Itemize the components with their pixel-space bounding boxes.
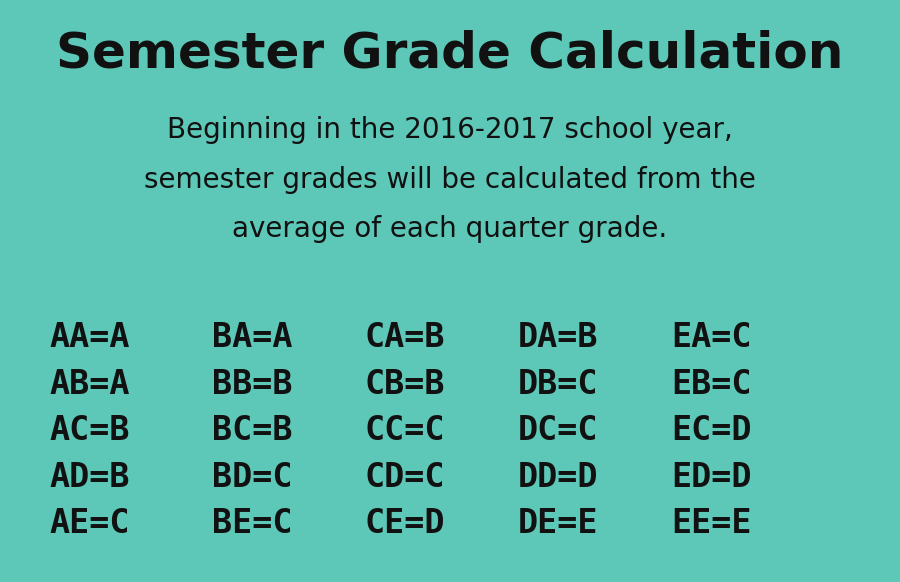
Text: DC=C: DC=C: [518, 414, 599, 447]
Text: AC=B: AC=B: [50, 414, 130, 447]
Text: AE=C: AE=C: [50, 508, 130, 540]
Text: EA=C: EA=C: [670, 321, 752, 354]
Text: Semester Grade Calculation: Semester Grade Calculation: [57, 29, 843, 77]
Text: BC=B: BC=B: [212, 414, 292, 447]
Text: AB=A: AB=A: [50, 368, 130, 400]
Text: CE=D: CE=D: [364, 508, 446, 540]
Text: EB=C: EB=C: [670, 368, 752, 400]
Text: DD=D: DD=D: [518, 461, 599, 494]
Text: CA=B: CA=B: [364, 321, 446, 354]
Text: ED=D: ED=D: [670, 461, 752, 494]
Text: BD=C: BD=C: [212, 461, 292, 494]
Text: CB=B: CB=B: [364, 368, 446, 400]
Text: EC=D: EC=D: [670, 414, 752, 447]
Text: EE=E: EE=E: [670, 508, 752, 540]
Text: CC=C: CC=C: [364, 414, 446, 447]
Text: Beginning in the 2016-2017 school year,: Beginning in the 2016-2017 school year,: [167, 116, 733, 144]
Text: BB=B: BB=B: [212, 368, 292, 400]
Text: AD=B: AD=B: [50, 461, 130, 494]
Text: BE=C: BE=C: [212, 508, 292, 540]
Text: DE=E: DE=E: [518, 508, 599, 540]
Text: average of each quarter grade.: average of each quarter grade.: [232, 215, 668, 243]
Text: AA=A: AA=A: [50, 321, 130, 354]
Text: DA=B: DA=B: [518, 321, 599, 354]
Text: CD=C: CD=C: [364, 461, 446, 494]
Text: BA=A: BA=A: [212, 321, 292, 354]
Text: DB=C: DB=C: [518, 368, 599, 400]
Text: semester grades will be calculated from the: semester grades will be calculated from …: [144, 166, 756, 194]
